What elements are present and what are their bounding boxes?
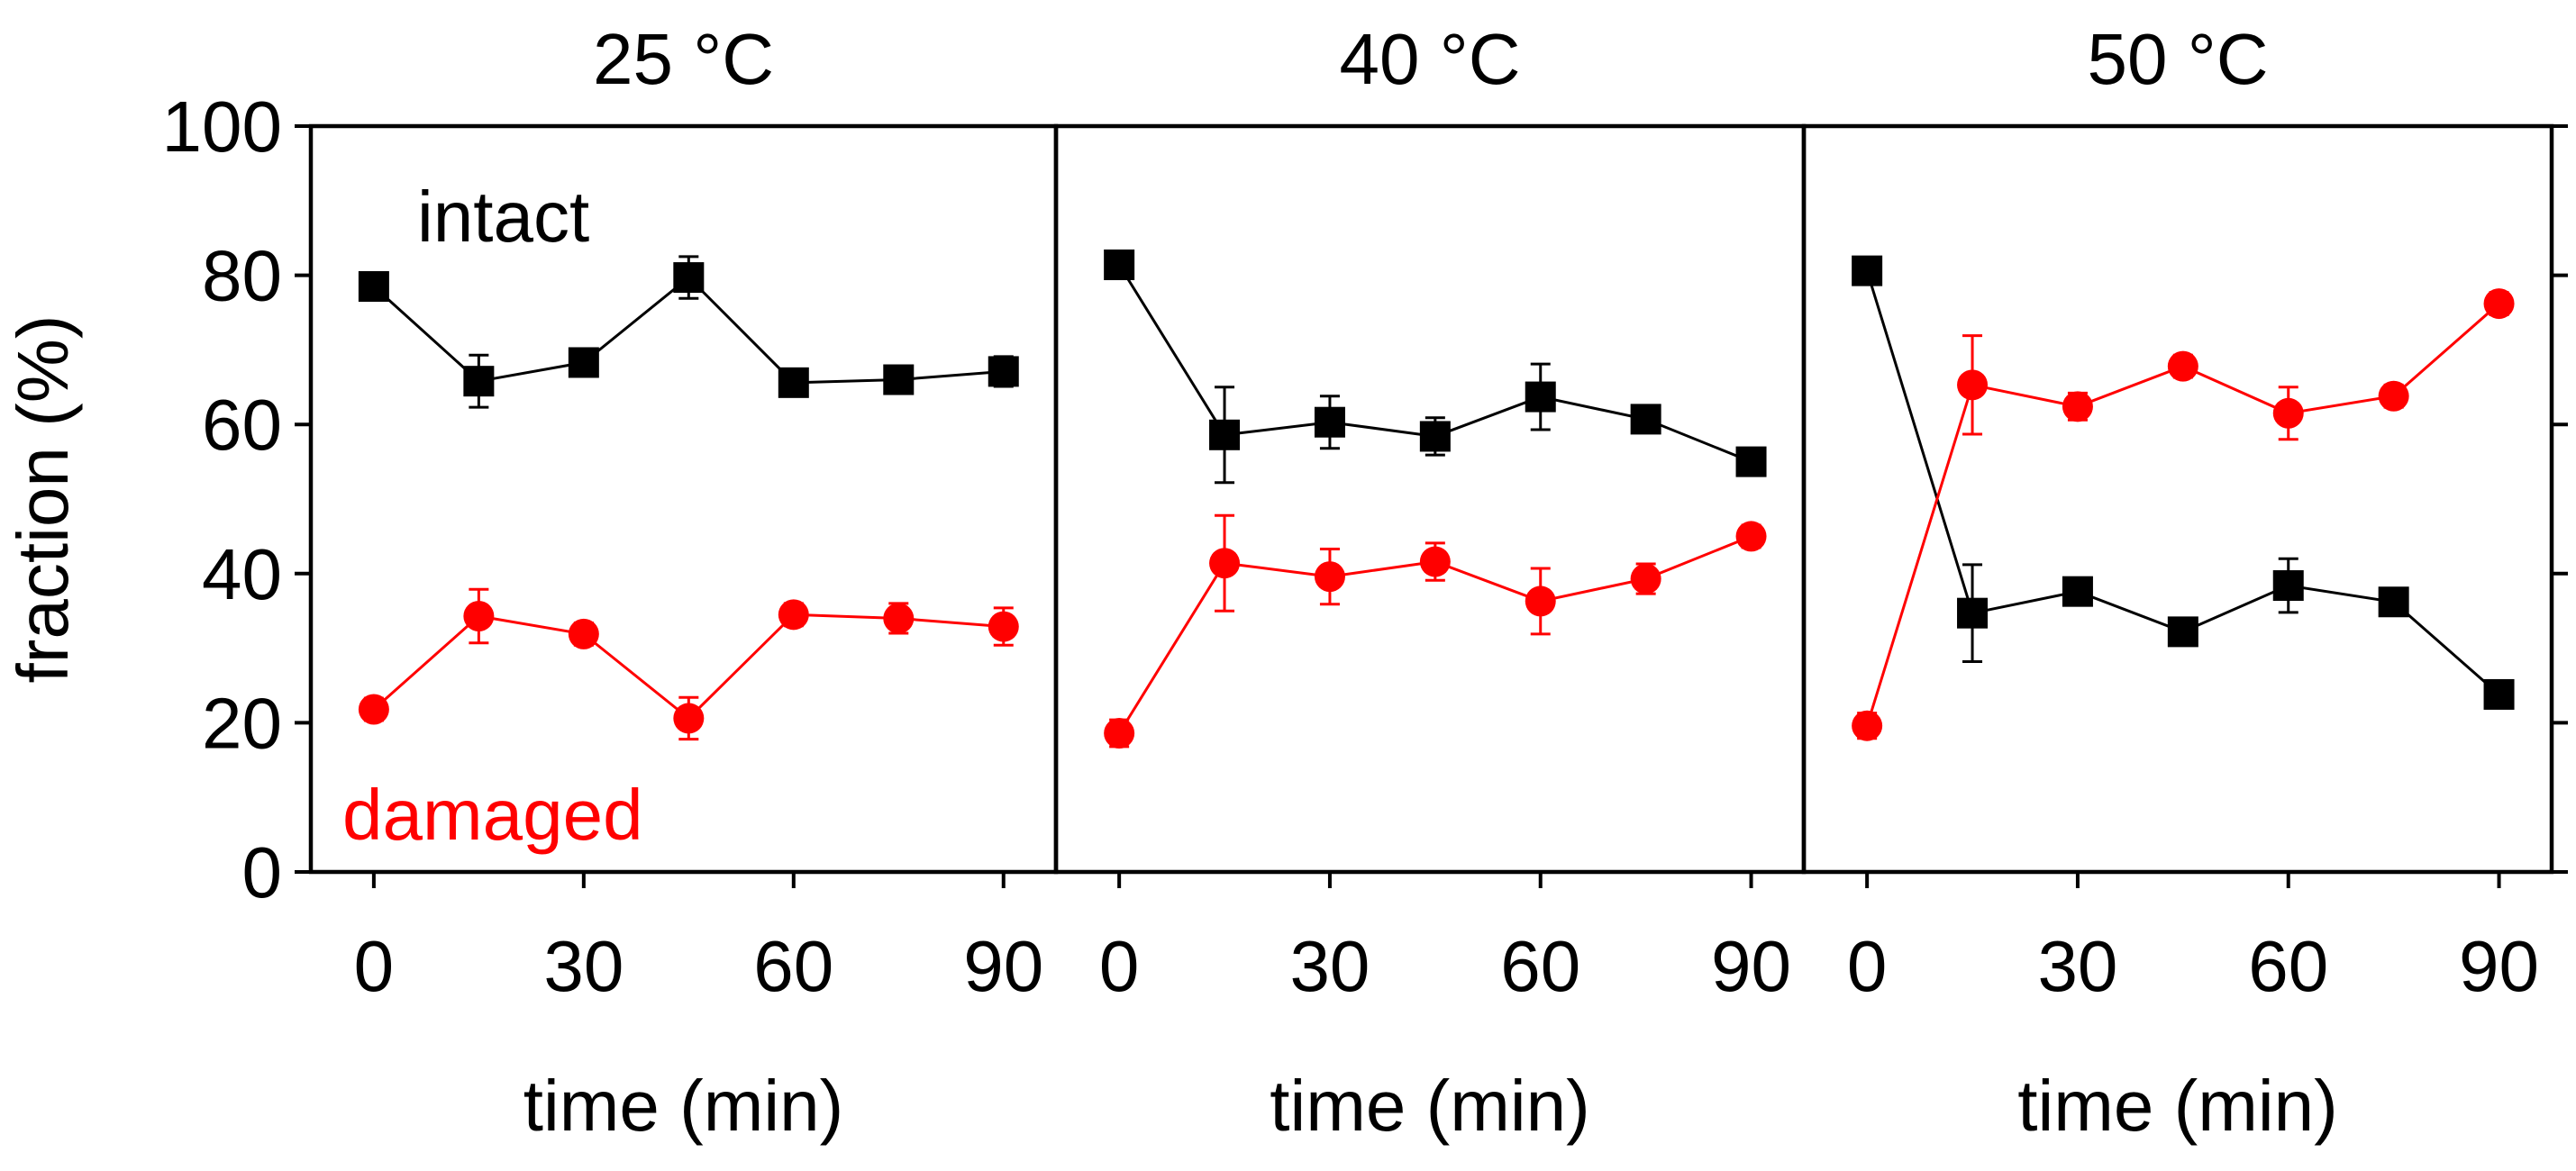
data-point-damaged xyxy=(883,603,915,634)
x-tick-label: 0 xyxy=(1099,926,1140,1006)
data-point-damaged xyxy=(2272,397,2304,429)
data-point-damaged xyxy=(1957,369,1989,401)
panel-1: 0 20 40 60 80 100 0 30 60 90 25 °C time (min) xyxy=(162,19,1059,1146)
y-tick-label: 60 xyxy=(202,385,282,465)
data-point-damaged xyxy=(1852,710,1883,741)
data-point-damaged xyxy=(2483,288,2515,320)
data-point-intact xyxy=(1630,404,1661,435)
series-damaged xyxy=(1104,513,1767,749)
x-tick-label: 0 xyxy=(354,926,395,1006)
data-point-intact xyxy=(2483,678,2515,710)
x-tick-label: 90 xyxy=(1711,926,1791,1006)
intact-annotation: intact xyxy=(417,177,589,257)
data-point-damaged xyxy=(2062,391,2093,422)
data-point-intact xyxy=(1314,406,1345,438)
damaged-annotation: damaged xyxy=(342,775,643,855)
series-intact xyxy=(1852,255,2515,710)
x-tick-label: 30 xyxy=(1289,926,1370,1006)
data-point-damaged xyxy=(1630,563,1661,595)
data-point-intact xyxy=(1419,421,1451,452)
data-point-intact xyxy=(673,262,705,294)
x-axis-label: time (min) xyxy=(1270,1066,1590,1146)
data-point-damaged xyxy=(568,618,599,649)
panel-title: 50 °C xyxy=(2088,19,2269,99)
data-point-damaged xyxy=(1314,561,1345,593)
data-point-intact xyxy=(1209,419,1241,450)
data-point-damaged xyxy=(463,600,495,631)
data-point-intact xyxy=(1525,381,1556,413)
x-tick-label: 30 xyxy=(543,926,624,1006)
data-point-damaged xyxy=(673,703,705,734)
x-tick-label: 90 xyxy=(2459,926,2539,1006)
data-point-damaged xyxy=(988,611,1019,642)
data-point-intact xyxy=(2062,576,2093,607)
y-tick-label: 20 xyxy=(202,683,282,763)
panel-title: 25 °C xyxy=(593,19,774,99)
data-point-damaged xyxy=(1525,586,1556,617)
data-point-intact xyxy=(568,347,599,378)
data-point-intact xyxy=(2167,616,2198,648)
data-point-intact xyxy=(1852,255,1883,286)
data-point-intact xyxy=(1735,446,1767,477)
x-tick-label: 90 xyxy=(963,926,1043,1006)
data-point-damaged xyxy=(1104,717,1135,749)
data-point-damaged xyxy=(1735,521,1767,552)
series-intact xyxy=(358,255,1019,409)
y-axis-label: fraction (%) xyxy=(3,315,83,684)
panel-frame xyxy=(1801,123,2554,875)
x-axis-label: time (min) xyxy=(523,1066,844,1146)
data-point-intact xyxy=(463,366,495,397)
series-damaged xyxy=(1852,288,2515,741)
data-point-intact xyxy=(2378,586,2409,618)
x-tick-label: 60 xyxy=(753,926,833,1006)
data-point-intact xyxy=(778,367,809,398)
data-point-intact xyxy=(1104,250,1135,281)
data-point-damaged xyxy=(1209,548,1241,579)
data-point-intact xyxy=(883,364,915,395)
panel-2: 0 30 60 90 40 °C time (min) xyxy=(1053,19,1807,1146)
x-tick-label: 60 xyxy=(1500,926,1580,1006)
panel-frame xyxy=(1053,123,1807,875)
data-point-damaged xyxy=(1419,546,1451,577)
y-tick-label: 0 xyxy=(242,832,283,912)
data-point-intact xyxy=(1957,597,1989,629)
data-point-damaged xyxy=(2167,350,2198,382)
series-intact xyxy=(1104,250,1767,485)
series-damaged xyxy=(358,587,1019,741)
data-point-intact xyxy=(988,356,1019,387)
data-point-intact xyxy=(358,271,389,303)
x-tick-label: 0 xyxy=(1847,926,1888,1006)
x-tick-label: 30 xyxy=(2037,926,2117,1006)
panel-title: 40 °C xyxy=(1340,19,1521,99)
y-tick-label: 40 xyxy=(202,534,282,614)
x-tick-label: 60 xyxy=(2248,926,2328,1006)
data-point-damaged xyxy=(358,694,389,725)
y-tick-label: 100 xyxy=(162,86,282,167)
panel-3: 0 30 60 90 50 °C time (min) xyxy=(1801,19,2568,1146)
plot-layer: 0 20 40 60 80 100 0 30 60 90 25 °C time (min) 0 30 60 9… xyxy=(162,19,2568,1146)
x-axis-label: time (min) xyxy=(2017,1066,2338,1146)
data-point-intact xyxy=(2272,570,2304,602)
data-point-damaged xyxy=(2378,380,2409,412)
data-point-damaged xyxy=(778,599,809,631)
y-tick-label: 80 xyxy=(202,236,282,316)
